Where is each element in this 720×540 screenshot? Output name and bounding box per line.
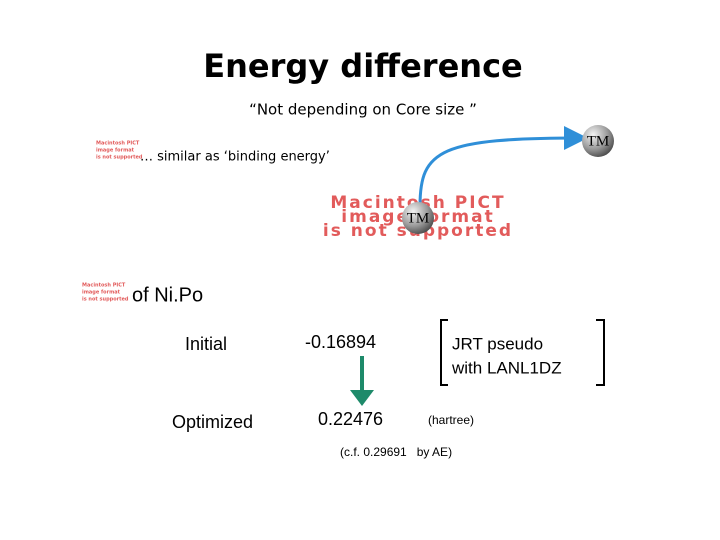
pict-text: Macintosh PICT bbox=[82, 283, 126, 289]
pict-text: is not supported bbox=[82, 297, 129, 303]
row-label: Optimized bbox=[172, 412, 253, 432]
title: Energy difference bbox=[203, 47, 522, 85]
row-value: -0.16894 bbox=[305, 332, 376, 352]
row-value: 0.22476 bbox=[318, 409, 383, 429]
method: with LANL1DZ bbox=[451, 358, 562, 377]
unit: (hartree) bbox=[428, 413, 474, 427]
bracket bbox=[596, 319, 605, 386]
bracket bbox=[440, 319, 448, 386]
reference: (c.f. 0.29691 by AE) bbox=[340, 445, 452, 459]
down-arrow-head bbox=[350, 390, 374, 406]
subtitle: “Not depending on Core size ” bbox=[249, 101, 477, 119]
row-label: Initial bbox=[185, 334, 227, 354]
tm-sphere bbox=[582, 125, 614, 157]
curved-arrow bbox=[418, 126, 588, 207]
pict-text: Macintosh PICT bbox=[96, 141, 140, 147]
note: … similar as ‘binding energy’ bbox=[140, 150, 330, 165]
method: JRT pseudo bbox=[452, 334, 543, 353]
molecule: of Ni.Po bbox=[132, 284, 203, 306]
tm-label: TM bbox=[587, 133, 610, 149]
pict-text: image format bbox=[82, 290, 121, 296]
tm-sphere bbox=[402, 202, 434, 234]
small-pict: Macintosh PICT image format is not suppo… bbox=[96, 141, 143, 161]
tm-label: TM bbox=[407, 210, 430, 226]
small-pict: Macintosh PICT image format is not suppo… bbox=[82, 283, 129, 303]
pict-text: image format bbox=[96, 148, 135, 154]
pict-text: is not supported bbox=[96, 155, 143, 161]
